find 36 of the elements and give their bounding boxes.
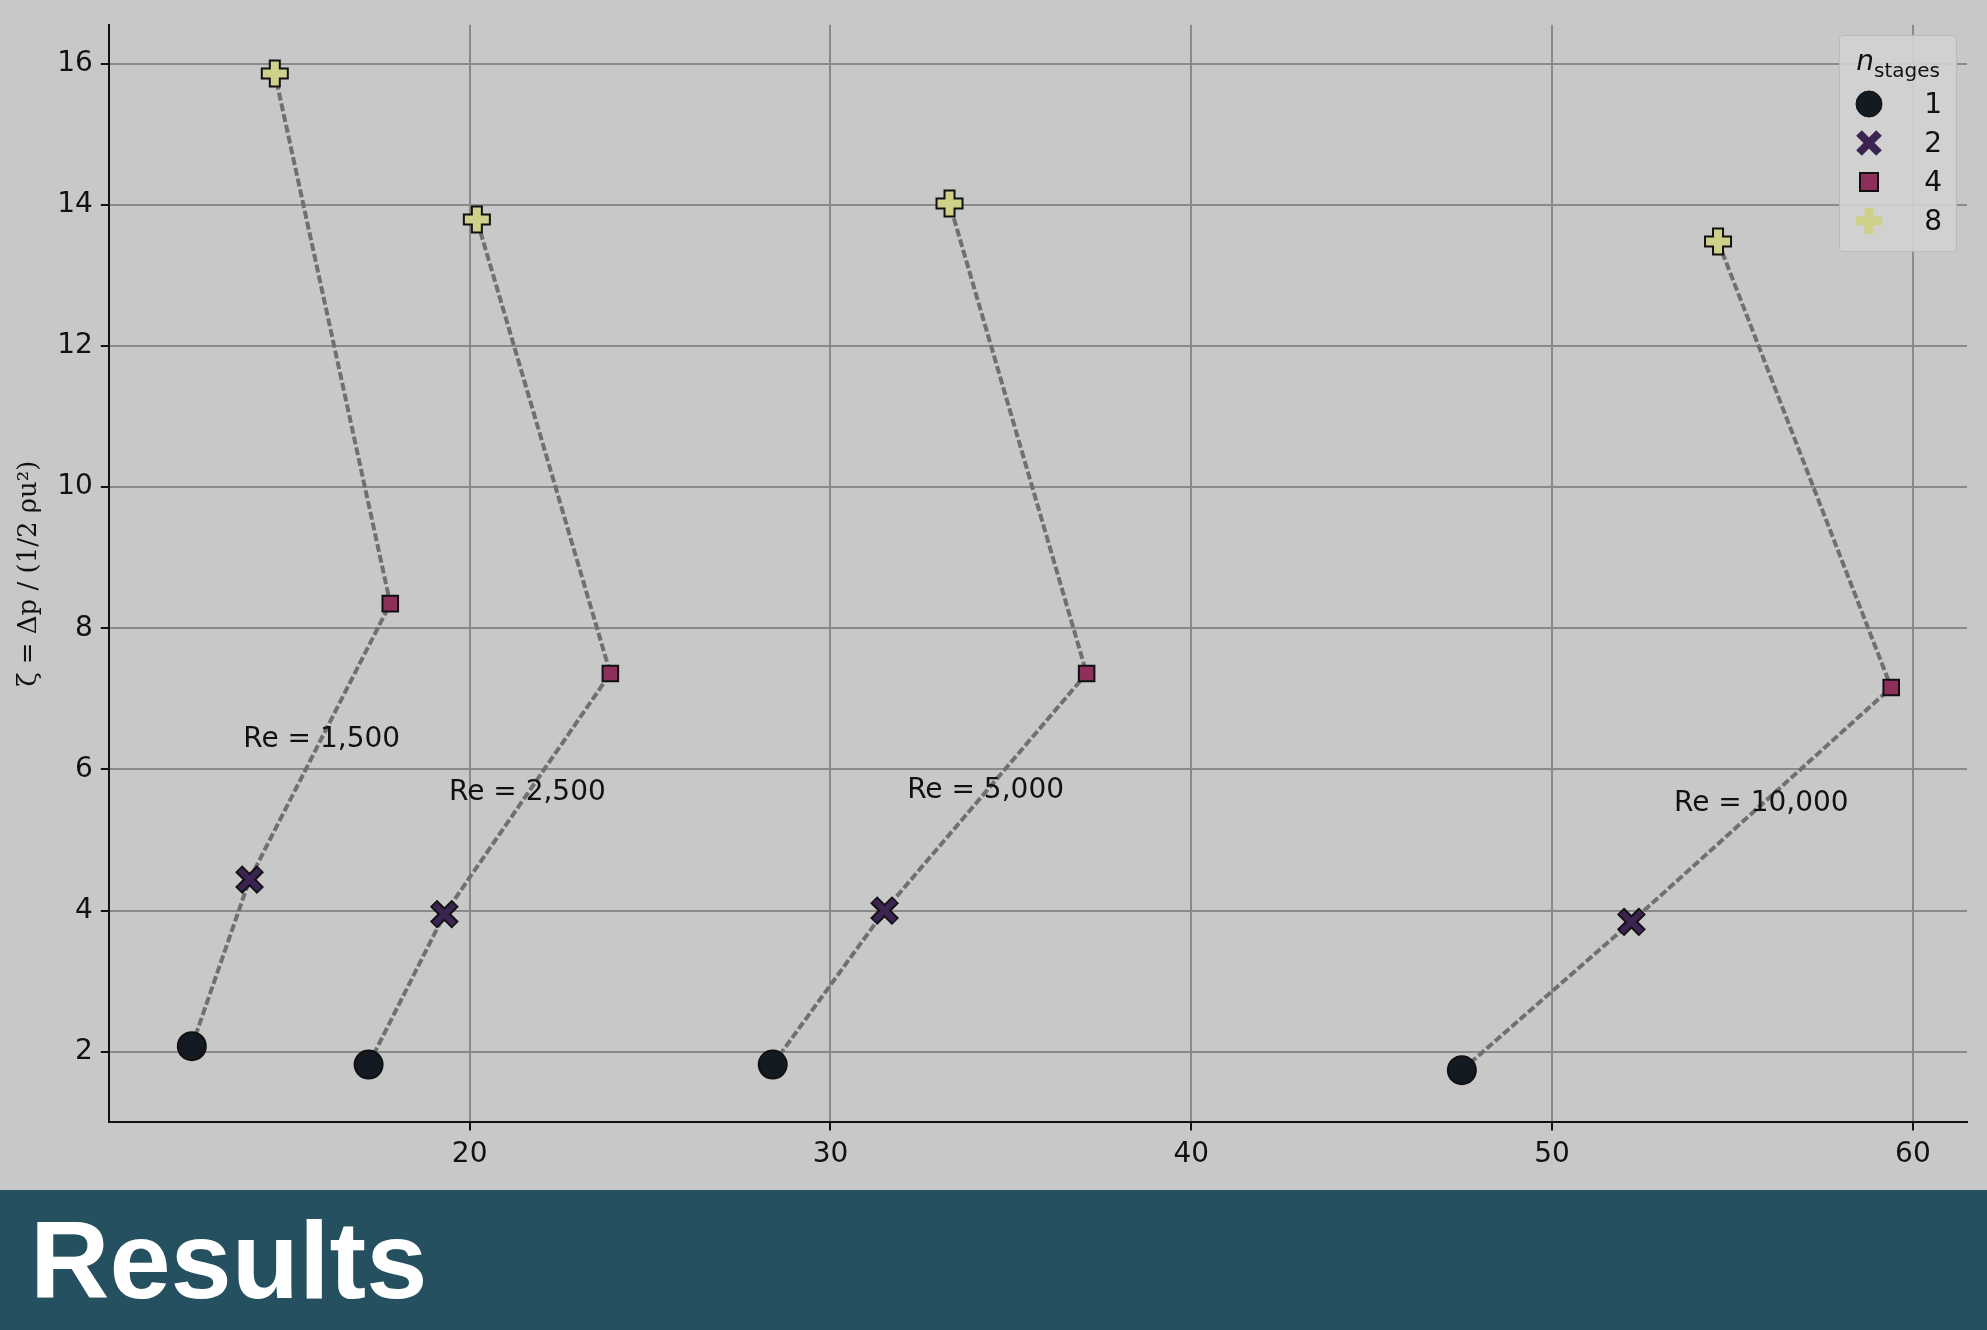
point	[935, 189, 964, 218]
legend-label: 4	[1924, 165, 1942, 199]
point	[462, 205, 491, 234]
y-axis-title: ζ = Δp / (1/2 ρu²)	[12, 460, 43, 687]
y-tick-label: 6	[75, 750, 93, 784]
point	[757, 1049, 788, 1080]
y-tick-label: 14	[57, 186, 93, 220]
annotation: Re = 5,000	[907, 771, 1065, 805]
legend-label: 2	[1924, 126, 1942, 160]
y-tick-label: 10	[57, 468, 93, 502]
point	[1446, 1055, 1477, 1086]
x-tick-label: 30	[812, 1136, 849, 1170]
point	[381, 594, 400, 613]
legend-label: 8	[1924, 204, 1942, 238]
y-tick-label: 4	[75, 891, 93, 925]
y-tick-label: 2	[75, 1033, 93, 1067]
y-tick-label: 8	[75, 609, 93, 643]
annotation: Re = 10,000	[1674, 785, 1849, 819]
annotation: Re = 1,500	[243, 721, 401, 755]
annotation: Re = 2,500	[448, 774, 606, 808]
x-tick-label: 50	[1534, 1136, 1570, 1170]
x-tick-label: 60	[1895, 1136, 1931, 1170]
point	[1077, 664, 1096, 683]
text: Results	[0, 1190, 1987, 1330]
point	[176, 1031, 207, 1062]
point	[1882, 678, 1901, 697]
x-tick-label: 20	[451, 1136, 488, 1170]
y-tick-label: 12	[57, 327, 93, 361]
point	[260, 59, 289, 88]
point	[1704, 227, 1733, 256]
legend-title: n$_{stages}$	[1855, 43, 1941, 82]
point	[601, 664, 620, 683]
y-tick-label: 16	[57, 44, 93, 78]
point	[353, 1049, 384, 1080]
x-tick-label: 40	[1173, 1136, 1210, 1170]
legend-label: 1	[1924, 87, 1942, 121]
